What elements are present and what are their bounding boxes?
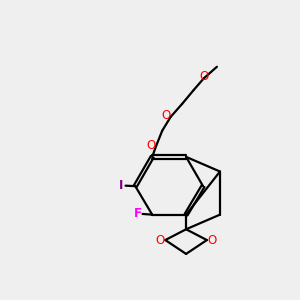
Text: I: I bbox=[119, 179, 124, 192]
Text: O: O bbox=[146, 139, 156, 152]
Text: O: O bbox=[156, 233, 165, 247]
Text: F: F bbox=[134, 207, 142, 220]
Text: O: O bbox=[207, 233, 217, 247]
Text: O: O bbox=[199, 70, 208, 83]
Text: O: O bbox=[161, 110, 170, 122]
